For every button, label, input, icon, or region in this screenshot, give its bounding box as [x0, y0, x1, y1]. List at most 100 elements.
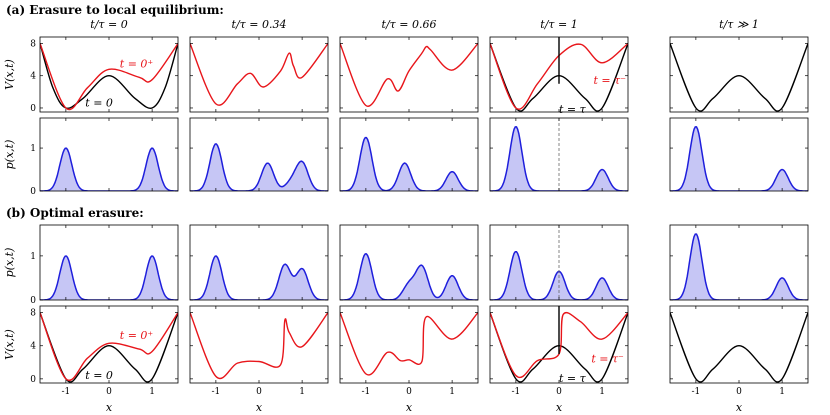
curve-annotation: t = τ⁻: [594, 74, 627, 87]
y-tick-label: 8: [30, 309, 36, 319]
potential-curve: [490, 311, 628, 379]
curve-annotation: t = 0: [85, 369, 113, 382]
density-curve: [40, 255, 178, 300]
panel: [189, 224, 329, 301]
density-fill: [190, 256, 328, 300]
column-title: t/τ = 0: [90, 18, 127, 31]
x-axis-label: x: [736, 401, 743, 414]
panel-frame: [189, 36, 329, 113]
density-fill: [670, 234, 808, 300]
panel-plot-area: [40, 255, 178, 300]
potential-curve: [190, 43, 328, 106]
column-title: t/τ = 1: [540, 18, 577, 31]
panel: [669, 36, 809, 113]
density-curve: [490, 126, 628, 191]
panel: [669, 224, 809, 301]
panel: [489, 36, 629, 113]
panel-plot-area: [490, 126, 628, 191]
panel: [339, 224, 479, 301]
panel: [669, 117, 809, 192]
density-curve: [670, 126, 808, 191]
x-tick-label: -1: [361, 387, 370, 397]
x-axis-label: x: [406, 401, 413, 414]
y-tick-label: 4: [30, 342, 36, 352]
density-curve: [340, 253, 478, 300]
density-curve: [670, 233, 808, 300]
potential-curve: [40, 312, 178, 382]
panel: -1 0 1: [669, 305, 809, 397]
panel-plot-area: [40, 312, 178, 383]
column-title: t/τ = 0.66: [382, 18, 437, 31]
curve-annotation: t = τ: [559, 103, 587, 116]
panel: [489, 224, 629, 301]
curve-annotation: t = τ⁻: [591, 352, 624, 365]
panel-plot-area: [670, 126, 808, 191]
density-fill: [670, 126, 808, 191]
y-axis-label: p(x,t): [3, 140, 16, 170]
section-title-a: (a) Erasure to local equilibrium:: [6, 3, 224, 17]
panel-frame: [339, 36, 479, 113]
potential-curve: [340, 43, 478, 107]
y-axis-label: p(x,t): [3, 248, 16, 278]
density-curve: [190, 143, 328, 191]
curve-annotation: t = 0⁺: [120, 329, 154, 342]
potential-curve: [670, 312, 808, 383]
x-axis-label: x: [256, 401, 263, 414]
curve-annotation: t = 0⁺: [120, 58, 154, 71]
x-tick-label: -1: [211, 387, 220, 397]
x-tick-label: 1: [299, 387, 305, 397]
density-curve: [40, 147, 178, 191]
panel-frame: [669, 36, 809, 113]
y-axis-label: V(x,t): [3, 59, 16, 90]
panel: [339, 117, 479, 192]
panel-plot-area: [190, 143, 328, 191]
panel: 01: [30, 117, 179, 197]
panel: [189, 36, 329, 113]
section-title-b: (b) Optimal erasure:: [6, 206, 144, 220]
panel-frame: [669, 305, 809, 384]
panel-plot-area: [340, 43, 478, 107]
panel: -1 0 1: [489, 305, 629, 397]
panel-plot-area: [340, 136, 478, 191]
y-tick-label: 0: [30, 375, 36, 385]
potential-curve: [40, 43, 178, 111]
y-tick-label: 0: [30, 187, 36, 197]
curve-annotation: t = τ: [559, 372, 587, 385]
panel-plot-area: [670, 233, 808, 300]
x-tick-label: 1: [779, 387, 785, 397]
x-tick-label: 0: [736, 387, 742, 397]
panel-plot-area: [340, 312, 478, 376]
x-axis-label: x: [556, 401, 563, 414]
y-tick-label: 1: [30, 144, 36, 154]
y-tick-label: 4: [30, 72, 36, 82]
potential-curve: [340, 312, 478, 376]
density-curve: [340, 136, 478, 191]
panel-plot-area: [190, 255, 328, 300]
potential-curve: [190, 312, 328, 380]
x-tick-label: -1: [511, 387, 520, 397]
panel: [489, 117, 629, 192]
panel-plot-area: [40, 147, 178, 191]
y-tick-label: 0: [30, 296, 36, 306]
potential-curve: [40, 43, 178, 109]
x-tick-label: 0: [406, 387, 412, 397]
density-fill: [190, 144, 328, 191]
panel-plot-area: [190, 43, 328, 106]
panel-plot-area: [340, 253, 478, 300]
panel: [339, 36, 479, 113]
column-title: t/τ ≫ 1: [719, 18, 759, 31]
density-fill: [40, 148, 178, 191]
y-tick-label: 1: [30, 252, 36, 262]
panel-frame: [339, 305, 479, 384]
panel-plot-area: [190, 312, 328, 380]
x-tick-label: 1: [449, 387, 455, 397]
x-tick-label: 0: [256, 387, 262, 397]
y-axis-label: V(x,t): [3, 329, 16, 360]
x-tick-label: 0: [556, 387, 562, 397]
density-fill: [490, 126, 628, 191]
y-tick-label: 0: [30, 104, 36, 114]
panel: 0 4 8: [30, 36, 179, 114]
panel: 01: [30, 224, 179, 306]
density-fill: [40, 256, 178, 300]
